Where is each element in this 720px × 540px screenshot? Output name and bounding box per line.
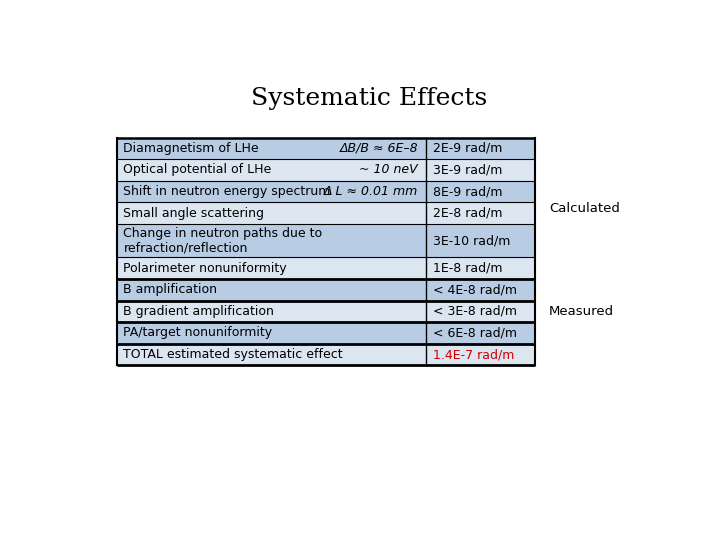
Text: < 4E-8 rad/m: < 4E-8 rad/m	[433, 284, 517, 296]
Text: ΔB/B ≈ 6E–8: ΔB/B ≈ 6E–8	[339, 142, 418, 155]
Text: 2E-8 rad/m: 2E-8 rad/m	[433, 207, 503, 220]
Bar	[117, 344, 426, 366]
Bar	[117, 224, 426, 258]
Text: < 3E-8 rad/m: < 3E-8 rad/m	[433, 305, 517, 318]
Bar	[426, 138, 535, 159]
Bar	[117, 138, 426, 159]
Text: PA/target nonuniformity: PA/target nonuniformity	[124, 327, 273, 340]
Bar	[117, 258, 426, 279]
Text: Small angle scattering: Small angle scattering	[124, 207, 264, 220]
Text: Δ L ≈ 0.01 mm: Δ L ≈ 0.01 mm	[324, 185, 418, 198]
Bar	[117, 301, 426, 322]
Bar	[426, 181, 535, 202]
Text: < 6E-8 rad/m: < 6E-8 rad/m	[433, 327, 517, 340]
Bar	[117, 181, 426, 202]
Text: 1E-8 rad/m: 1E-8 rad/m	[433, 261, 503, 275]
Bar	[117, 279, 426, 301]
Text: ~ 10 neV: ~ 10 neV	[359, 164, 418, 177]
Text: TOTAL estimated systematic effect: TOTAL estimated systematic effect	[124, 348, 343, 361]
Bar	[117, 202, 426, 224]
Bar	[426, 224, 535, 258]
Text: B gradient amplification: B gradient amplification	[124, 305, 274, 318]
Bar	[426, 301, 535, 322]
Text: Optical potential of LHe: Optical potential of LHe	[124, 164, 271, 177]
Text: Measured: Measured	[549, 305, 614, 318]
Bar	[426, 322, 535, 344]
Text: B amplification: B amplification	[124, 284, 217, 296]
Text: 1.4E-7 rad/m: 1.4E-7 rad/m	[433, 348, 515, 361]
Bar	[426, 258, 535, 279]
Text: 3E-10 rad/m: 3E-10 rad/m	[433, 234, 510, 247]
Bar	[426, 202, 535, 224]
Text: Shift in neutron energy spectrum: Shift in neutron energy spectrum	[124, 185, 331, 198]
Text: Diamagnetism of LHe: Diamagnetism of LHe	[124, 142, 259, 155]
Bar	[426, 344, 535, 366]
Text: Systematic Effects: Systematic Effects	[251, 86, 487, 110]
Text: 2E-9 rad/m: 2E-9 rad/m	[433, 142, 503, 155]
Text: Polarimeter nonuniformity: Polarimeter nonuniformity	[124, 261, 287, 275]
Bar	[117, 159, 426, 181]
Bar	[426, 159, 535, 181]
Text: 8E-9 rad/m: 8E-9 rad/m	[433, 185, 503, 198]
Bar	[117, 322, 426, 344]
Text: Calculated: Calculated	[549, 202, 620, 215]
Text: 3E-9 rad/m: 3E-9 rad/m	[433, 164, 503, 177]
Text: Change in neutron paths due to
refraction/reflection: Change in neutron paths due to refractio…	[124, 227, 323, 255]
Bar	[426, 279, 535, 301]
